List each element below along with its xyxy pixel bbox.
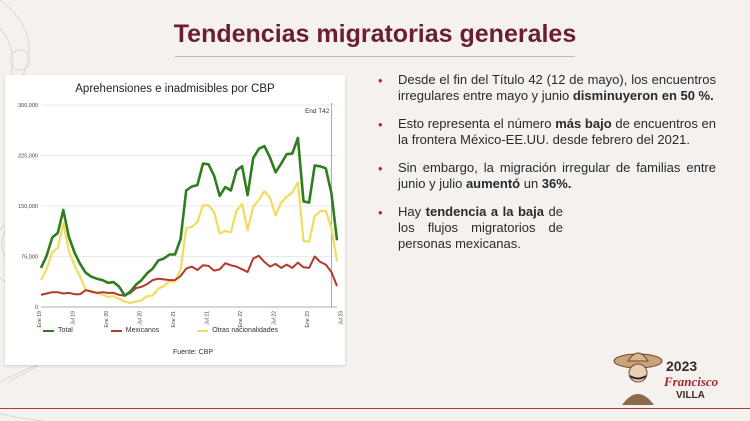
y-tick-label: 150,000 [18, 204, 38, 210]
bullet-item: • Esto representa el número más bajo de … [376, 116, 716, 148]
x-tick-label: Ene 20 [104, 311, 110, 328]
chart-card: Aprehensiones e inadmisibles por CBP 0 75… [5, 75, 345, 365]
bottom-divider [0, 408, 750, 409]
bullet-item: • Hay tendencia a la baja de los flujos … [376, 204, 563, 252]
x-tick-label: Jul 22 [272, 311, 278, 325]
legend-swatch-otras [197, 329, 209, 332]
bullet-marker-icon: • [378, 117, 383, 132]
bullet-text: Sin embargo, la migración irregular de f… [398, 160, 716, 191]
legend-swatch-mexicanos [110, 329, 122, 332]
bullet-list: • Desde el fin del Título 42 (12 de mayo… [376, 72, 716, 264]
series-line-total [39, 136, 339, 297]
legend-swatch-total [43, 329, 54, 332]
bullet-bold: aumentó [465, 176, 521, 191]
logo-name: Francisco [664, 374, 719, 389]
bullet-item: • Sin embargo, la migración irregular de… [376, 160, 716, 192]
logo-year: 2023 [666, 358, 698, 374]
x-tick-label: Ene 23 [305, 311, 311, 328]
x-tick-label: Jul 21 [205, 311, 211, 325]
series-line-otras [40, 181, 339, 305]
bullet-text: Esto representa el número [398, 116, 556, 131]
legend-item-mexicanos: Mexicanos [110, 327, 160, 334]
chart-source: Fuente: CBP [173, 349, 214, 356]
francisco-villa-logo [613, 352, 663, 405]
slide-title: Tendencias migratorias generales [173, 20, 577, 48]
x-tick-label: Jul 20 [138, 311, 144, 325]
bullet-text: de los flujos migratorios de personas me… [398, 204, 564, 251]
x-tick-label: Jul 23 [339, 311, 345, 325]
line-chart: 0 75,000 150,000 225,000 300,000 Ene 19 Jul 19… [18, 103, 345, 328]
y-tick-label: 300,000 [18, 103, 38, 109]
chart-legend: Total Mexicanos Otras nacionalidades [43, 327, 278, 334]
legend-label-total: Total [58, 327, 73, 334]
end-t42-label: End T42 [305, 108, 330, 115]
chart-title: Aprehensiones e inadmisibles por CBP [75, 83, 275, 95]
bullet-text: Desde el fin del Título 42 (12 de mayo),… [398, 72, 716, 103]
series-line-mexicanos [40, 254, 338, 297]
bullet-item: • Desde el fin del Título 42 (12 de mayo… [376, 72, 716, 104]
bullet-text: de encuentros en la frontera México-EE.U… [398, 116, 716, 147]
bullet-bold: 36%. [541, 176, 572, 191]
legend-label-mexicanos: Mexicanos [125, 327, 160, 334]
bullet-marker-icon: • [378, 205, 383, 220]
y-tick-label: 75,000 [21, 255, 38, 261]
x-tick-label: Ene 19 [37, 311, 43, 328]
legend-label-otras: Otras nacionalidades [212, 327, 279, 334]
y-tick-label: 0 [35, 305, 38, 311]
bullet-marker-icon: • [378, 161, 383, 176]
bullet-bold: tendencia a la baja [425, 204, 545, 219]
legend-item-otras: Otras nacionalidades [197, 327, 278, 334]
x-tick-label: Ene 22 [238, 311, 244, 328]
title-divider [175, 56, 575, 57]
bullet-bold: más bajo [555, 116, 612, 131]
bullet-text: un [520, 176, 542, 191]
x-tick-label: Jul 19 [71, 311, 77, 325]
legend-item-total: Total [43, 327, 73, 334]
bullet-text: Hay [398, 204, 426, 219]
x-tick-label: Ene 21 [171, 311, 177, 328]
y-tick-label: 225,000 [18, 154, 38, 160]
logo-surname: VILLA [676, 390, 705, 401]
bullet-bold: disminuyeron en 50 %. [572, 88, 714, 103]
bullet-marker-icon: • [378, 73, 383, 88]
